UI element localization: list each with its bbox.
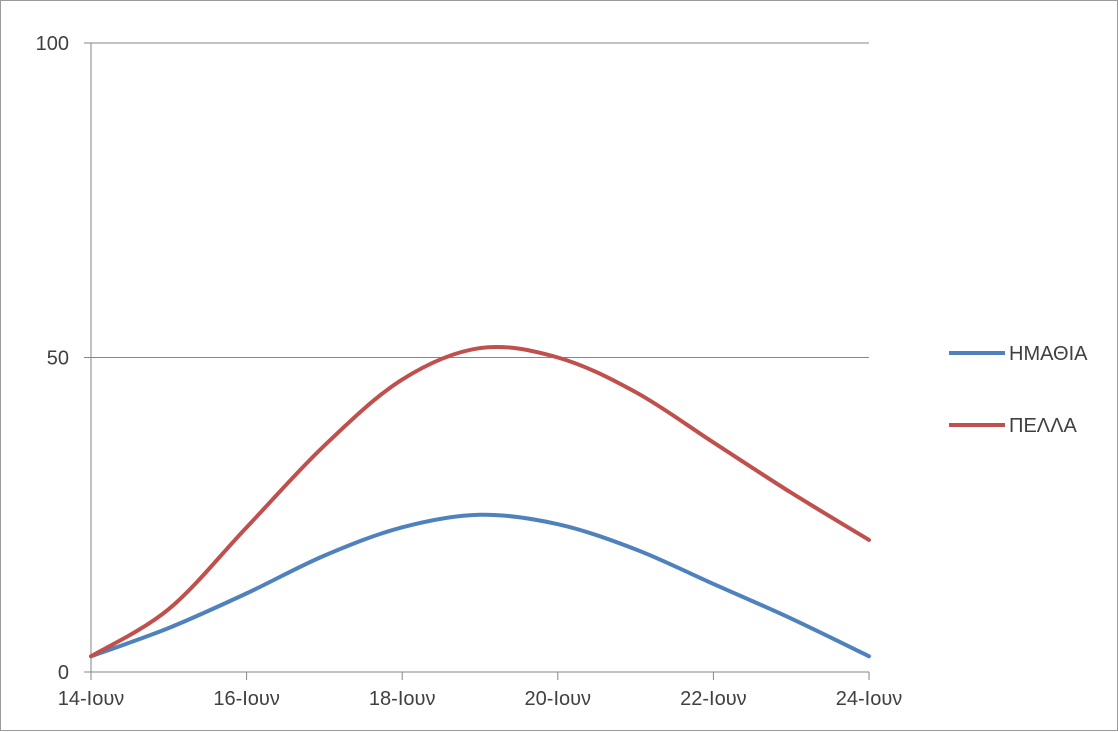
y-tick-label-2: 100 [36,33,69,55]
x-tick-label-3: 20-Ιουν [525,688,592,710]
legend-label-0: ΗΜΑΘΙΑ [1009,343,1088,365]
y-tick-label-1: 50 [47,348,69,370]
x-tick-label-0: 14-Ιουν [58,688,125,710]
x-tick-label-4: 22-Ιουν [680,688,747,710]
x-tick-label-5: 24-Ιουν [836,688,903,710]
x-tick-label-2: 18-Ιουν [369,688,436,710]
series-line-0 [91,515,869,657]
legend-label-1: ΠΕΛΛΑ [1009,415,1078,437]
y-tick-label-0: 0 [58,662,69,684]
x-tick-label-1: 16-Ιουν [213,688,280,710]
